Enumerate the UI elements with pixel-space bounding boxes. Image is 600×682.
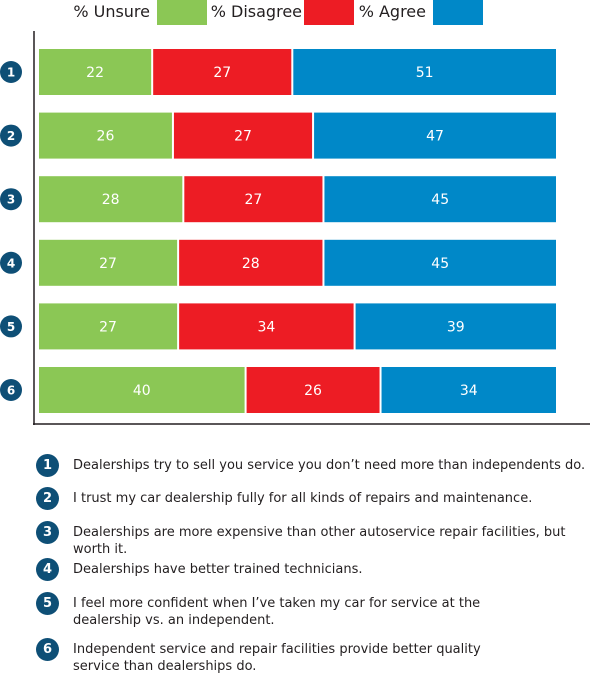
statement-text: Dealerships are more expensive than othe… bbox=[73, 525, 566, 557]
data-label: 51 bbox=[416, 65, 434, 81]
bar-segment bbox=[355, 303, 556, 350]
legend-swatch-agree bbox=[433, 0, 483, 25]
row-badge bbox=[0, 61, 22, 83]
bar-segment bbox=[39, 367, 245, 413]
bar-segment bbox=[179, 303, 354, 350]
data-label: 34 bbox=[257, 319, 275, 335]
statement-text: I trust my car dealership fully for all … bbox=[73, 491, 533, 506]
data-label: 27 bbox=[99, 256, 117, 272]
row-badge bbox=[0, 124, 22, 147]
bar-segment bbox=[39, 176, 183, 223]
row-label: 2 bbox=[7, 129, 15, 143]
bar-segment bbox=[314, 112, 556, 159]
statement-text: I feel more confident when I’ve taken my… bbox=[73, 596, 481, 628]
number-badge: 1 bbox=[36, 454, 59, 477]
data-label: 27 bbox=[244, 192, 262, 208]
data-label: 27 bbox=[234, 129, 252, 145]
statement-text: Dealerships have better trained technici… bbox=[73, 562, 363, 577]
data-label: 26 bbox=[304, 383, 322, 399]
bar-chart: 1 22 27 51 2 26 27 47 3 28 27 45 4 27 28 45 5 27 34 39 6 40 26… bbox=[0, 31, 590, 425]
data-label: 34 bbox=[460, 383, 478, 399]
row-label: 3 bbox=[7, 193, 15, 207]
data-label: 28 bbox=[242, 256, 260, 272]
row-badge bbox=[0, 188, 22, 211]
row-label: 4 bbox=[7, 256, 15, 270]
bar-segment bbox=[246, 367, 380, 413]
data-label: 47 bbox=[426, 129, 444, 145]
statement-6: 6 Independent service and repair faciliti… bbox=[36, 638, 596, 675]
statement-4: 4 Dealerships have better trained technic… bbox=[36, 558, 596, 581]
legend-swatch-unsure bbox=[157, 0, 207, 25]
data-label: 39 bbox=[447, 319, 465, 335]
row-badge bbox=[0, 379, 22, 401]
statement-2: 2 I trust my car dealership fully for all… bbox=[36, 487, 596, 510]
row-label: 1 bbox=[7, 66, 15, 80]
data-label: 28 bbox=[102, 192, 120, 208]
statement-1: 1 Dealerships try to sell you service you… bbox=[36, 454, 596, 477]
bar-segment bbox=[184, 176, 323, 223]
bar-segment bbox=[324, 176, 556, 223]
number-badge: 3 bbox=[36, 521, 59, 544]
number-badge: 4 bbox=[36, 558, 59, 581]
legend-label-agree: % Agree bbox=[358, 2, 426, 21]
statement-text: Dealerships try to sell you service you … bbox=[73, 458, 586, 473]
bar-segment bbox=[39, 239, 178, 286]
bar-segment bbox=[39, 112, 172, 159]
data-label: 27 bbox=[99, 319, 117, 335]
legend-label-disagree: % Disagree bbox=[210, 2, 302, 21]
data-label: 45 bbox=[431, 192, 449, 208]
data-label: 40 bbox=[133, 383, 151, 399]
data-label: 27 bbox=[213, 65, 231, 81]
legend-swatch-disagree bbox=[304, 0, 354, 25]
data-label: 45 bbox=[431, 256, 449, 272]
statement-3: 3 Dealerships are more expensive than oth… bbox=[36, 521, 596, 558]
bar-segment bbox=[179, 239, 323, 286]
bar-segment bbox=[381, 367, 556, 413]
statement-5: 5 I feel more confident when I’ve taken m… bbox=[36, 592, 596, 629]
bar-segment bbox=[293, 49, 556, 95]
bar-segment bbox=[39, 303, 178, 350]
row-label: 6 bbox=[7, 384, 15, 398]
number-badge: 2 bbox=[36, 487, 59, 510]
bar-segment bbox=[153, 49, 292, 95]
data-label: 22 bbox=[86, 65, 104, 81]
number-badge: 5 bbox=[36, 592, 59, 615]
row-label: 5 bbox=[7, 320, 15, 334]
bar-segment bbox=[173, 112, 313, 159]
row-badge bbox=[0, 251, 22, 274]
legend-label-unsure: % Unsure bbox=[73, 2, 150, 21]
number-badge: 6 bbox=[36, 638, 59, 661]
row-badge bbox=[0, 315, 22, 338]
bar-segment bbox=[39, 49, 152, 95]
statement-text: Independent service and repair facilitie… bbox=[73, 642, 481, 674]
bar-segment bbox=[324, 239, 556, 286]
data-label: 26 bbox=[97, 129, 115, 145]
